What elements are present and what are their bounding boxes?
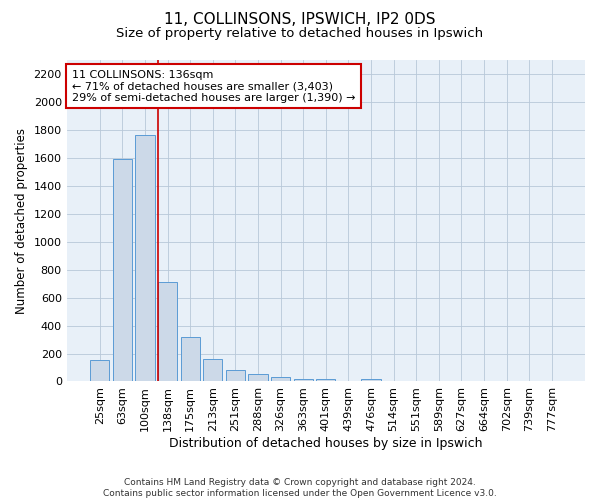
Text: Contains HM Land Registry data © Crown copyright and database right 2024.
Contai: Contains HM Land Registry data © Crown c… [103,478,497,498]
Text: Size of property relative to detached houses in Ipswich: Size of property relative to detached ho… [116,28,484,40]
Bar [316,378,335,382]
Bar [226,370,245,382]
Bar [271,378,290,382]
Text: 11 COLLINSONS: 136sqm
← 71% of detached houses are smaller (3,403)
29% of semi-d: 11 COLLINSONS: 136sqm ← 71% of detached … [72,70,355,103]
Bar [248,374,268,382]
Y-axis label: Number of detached properties: Number of detached properties [15,128,28,314]
Bar [203,359,223,382]
Bar [158,282,177,382]
Bar [293,378,313,382]
Bar [90,360,109,382]
Bar [361,378,380,382]
X-axis label: Distribution of detached houses by size in Ipswich: Distribution of detached houses by size … [169,437,482,450]
Text: 11, COLLINSONS, IPSWICH, IP2 0DS: 11, COLLINSONS, IPSWICH, IP2 0DS [164,12,436,28]
Bar [136,136,155,382]
Bar [113,159,132,382]
Bar [181,338,200,382]
